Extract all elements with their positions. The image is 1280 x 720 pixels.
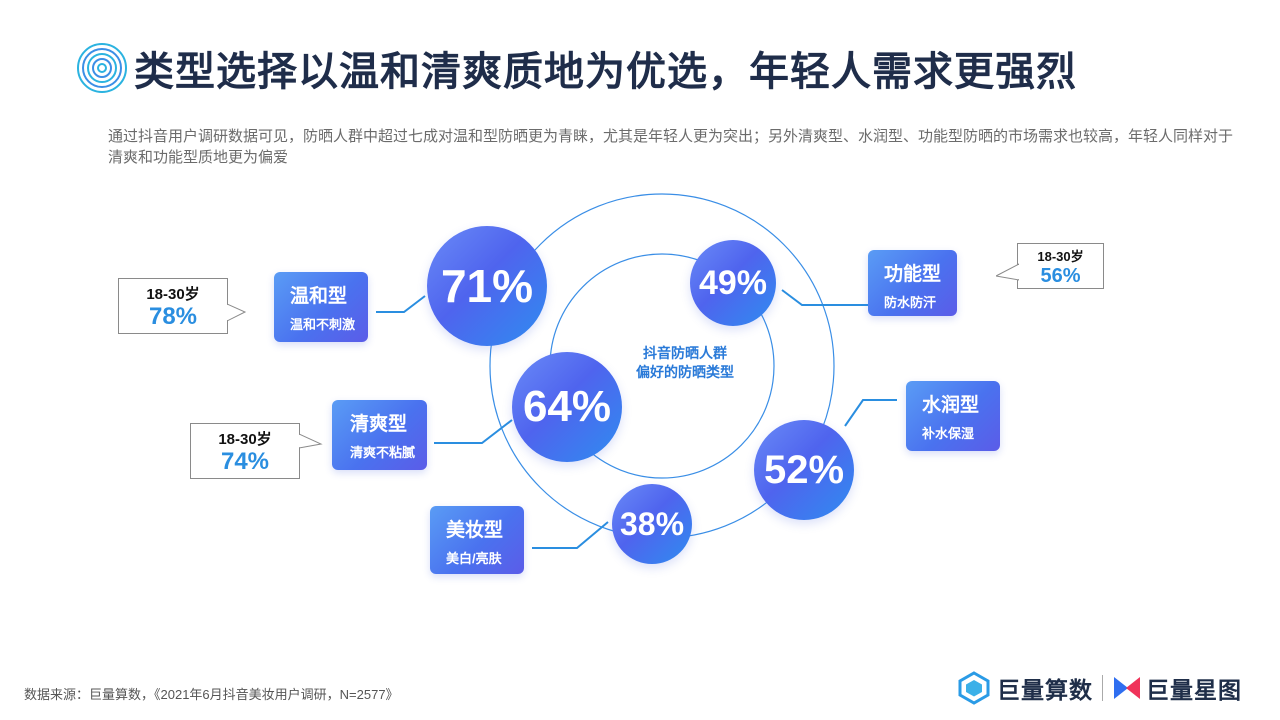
spiral-logo-icon: [77, 43, 127, 93]
juliang-suanshu-logo-icon: [958, 671, 990, 705]
callout-qingshuang: 18-30岁 74%: [190, 423, 323, 479]
bubble-meizhuang-pct: 38%: [619, 505, 685, 542]
bubble-gongneng: 49%: [690, 240, 776, 326]
card-shuirun: 水润型 补水保湿: [906, 381, 1000, 451]
page-subtitle: 通过抖音用户调研数据可见，防晒人群中超过七成对温和型防晒更为青睐，尤其是年轻人更…: [108, 128, 1234, 166]
card-meizhuang: 美妆型 美白/亮肤: [430, 506, 524, 574]
center-label-line2: 偏好的防晒类型: [636, 364, 734, 380]
card-wenhe-title: 温和型: [290, 286, 348, 307]
callout-gongneng-age: 18-30岁: [1037, 249, 1084, 264]
bubble-wenhe-pct: 71%: [440, 260, 534, 312]
callout-gongneng-pct: 56%: [1040, 265, 1081, 287]
callout-qingshuang-tail: [299, 434, 323, 449]
connector-wenhe: [376, 295, 426, 313]
card-wenhe: 温和型 温和不刺激: [274, 272, 368, 342]
juliang-xingtu-logo-icon: [1114, 677, 1140, 699]
bubble-shuirun-pct: 52%: [763, 447, 845, 492]
card-gongneng: 功能型 防水防汗: [868, 250, 957, 316]
callout-gongneng: 18-30岁 56%: [996, 243, 1104, 289]
card-meizhuang-title: 美妆型: [446, 520, 504, 541]
center-label: 抖音防晒人群 偏好的防晒类型: [600, 344, 770, 382]
card-qingshuang-title: 清爽型: [350, 414, 408, 435]
data-source-note: 数据来源：巨量算数，《2021年6月抖音美妆用户调研，N=2577》: [24, 687, 399, 702]
bubble-shuirun: 52%: [754, 420, 854, 520]
bubble-gongneng-pct: 49%: [698, 263, 768, 302]
bubble-meizhuang: 38%: [612, 484, 692, 564]
card-qingshuang: 清爽型 清爽不粘腻: [332, 400, 427, 470]
card-gongneng-title: 功能型: [884, 264, 942, 285]
connector-meizhuang: [532, 521, 609, 549]
callout-wenhe-pct: 78%: [148, 303, 198, 330]
callout-gongneng-tail: [996, 263, 1019, 281]
callout-qingshuang-age: 18-30岁: [218, 431, 272, 448]
card-gongneng-sub: 防水防汗: [884, 295, 937, 310]
callout-wenhe-tail: [227, 304, 247, 322]
connector-shuirun: [844, 399, 897, 427]
bubble-qingshuang-pct: 64%: [522, 382, 612, 431]
card-wenhe-sub: 温和不刺激: [290, 317, 356, 332]
page-title: 类型选择以温和清爽质地为优选，年轻人需求更强烈: [134, 50, 1077, 94]
footer-logos: 巨量算数 巨量星图: [957, 670, 1242, 706]
callout-wenhe-age: 18-30岁: [146, 286, 200, 303]
logo-juliang-xingtu: 巨量星图: [1146, 677, 1242, 703]
card-qingshuang-sub: 清爽不粘腻: [350, 445, 416, 460]
logo-separator: [1102, 675, 1103, 701]
center-label-line1: 抖音防晒人群: [643, 345, 727, 361]
bubble-wenhe: 71%: [427, 226, 547, 346]
card-meizhuang-sub: 美白/亮肤: [446, 551, 502, 566]
bubble-qingshuang: 64%: [512, 352, 622, 462]
card-shuirun-title: 水润型: [922, 395, 980, 416]
title-bar: 类型选择以温和清爽质地为优选，年轻人需求更强烈: [76, 40, 1077, 96]
connector-gongneng: [781, 289, 868, 306]
logo-juliang-suanshu: 巨量算数: [997, 677, 1093, 703]
callout-wenhe: 18-30岁 78%: [118, 278, 247, 334]
card-shuirun-sub: 补水保湿: [922, 426, 975, 441]
callout-qingshuang-pct: 74%: [220, 448, 270, 475]
connector-qingshuang: [434, 419, 513, 444]
